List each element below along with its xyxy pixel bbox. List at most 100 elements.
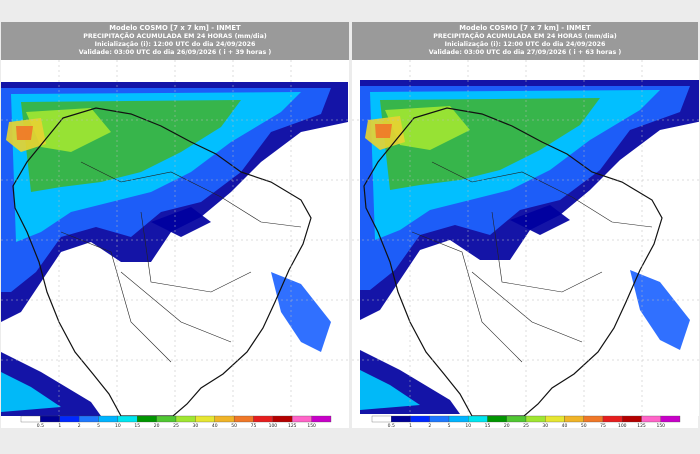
colorbar-swatch: [410, 415, 430, 423]
colorbar-label: 125: [637, 423, 646, 429]
colorbar-label: 2: [78, 423, 81, 429]
colorbar-swatch: [371, 415, 392, 423]
colorbar-swatch: [214, 415, 235, 423]
colorbar-swatch: [78, 415, 99, 423]
colorbar-swatch: [622, 415, 642, 423]
colorbar-label: 25: [523, 423, 529, 429]
colorbar-label: 125: [288, 423, 297, 429]
map-area: [1, 60, 348, 416]
header-band: [352, 22, 698, 60]
colorbar-label: 75: [600, 423, 606, 429]
colorbar-swatch: [253, 415, 274, 423]
colorbar-label: 40: [212, 423, 218, 429]
colorbar-swatch: [98, 415, 119, 423]
colorbar-swatch: [545, 415, 565, 423]
precipitation-area: [271, 272, 331, 352]
colorbar-label: 100: [618, 423, 627, 429]
colorbar-label: 0.5: [37, 423, 44, 429]
map-area: [352, 60, 699, 416]
precipitation-area: [360, 370, 420, 410]
colorbar-swatch: [195, 415, 215, 423]
colorbar-swatch: [506, 415, 527, 423]
colorbar-label: 15: [485, 423, 491, 429]
colorbar-label: 100: [269, 423, 278, 429]
colorbar-label: 50: [581, 423, 587, 429]
colorbar-label: 1: [409, 423, 412, 429]
precipitation-area: [26, 108, 111, 152]
colorbar-swatch: [391, 415, 411, 423]
colorbar-label: 150: [307, 423, 316, 429]
border-line: [120, 171, 302, 228]
colorbar-swatch: [117, 415, 138, 423]
colorbar-swatch: [137, 415, 157, 423]
colorbar-label: 10: [115, 423, 121, 429]
colorbar-label: 20: [154, 423, 160, 429]
colorbar-label: 75: [251, 423, 257, 429]
border-line: [471, 271, 583, 343]
header-text: Modelo COSMO [7 x 7 km] - INMET: [459, 24, 591, 32]
colorbar-swatch: [429, 415, 450, 423]
colorbar-swatch: [292, 415, 312, 423]
header-text: Validade: 03:00 UTC do dia 27/09/2026 ( …: [429, 49, 622, 56]
header-text: Validade: 03:00 UTC do dia 26/09/2026 ( …: [79, 49, 272, 56]
colorbar-swatch: [40, 415, 60, 423]
header-band: [1, 22, 349, 60]
continent-outline: [363, 107, 663, 416]
border-line: [60, 231, 172, 363]
precipitation-area: [375, 124, 392, 138]
colorbar-swatch: [311, 415, 332, 423]
colorbar-label: 15: [134, 423, 140, 429]
precipitation-area: [16, 126, 33, 140]
colorbar-swatch: [233, 415, 254, 423]
colorbar-swatch: [641, 415, 661, 423]
header-text: Inicialização (i): 12:00 UTC do dia 24/0…: [445, 41, 606, 48]
precipitation-area: [630, 270, 690, 350]
colorbar-swatch: [175, 415, 196, 423]
border-line: [431, 161, 473, 183]
continent-outline: [12, 107, 312, 416]
border-line: [80, 161, 122, 183]
header-text: Inicialização (i): 12:00 UTC do dia 24/0…: [95, 41, 256, 48]
colorbar-swatch: [660, 415, 681, 423]
colorbar-swatch: [448, 415, 469, 423]
colorbar-label: 0.5: [388, 423, 395, 429]
colorbar-label: 50: [231, 423, 237, 429]
colorbar-swatch: [525, 415, 546, 423]
colorbar-label: 1: [58, 423, 61, 429]
colorbar-label: 30: [193, 423, 199, 429]
header-text: PRECIPITAÇÃO ACUMULADA EM 24 HORAS (mm/d…: [83, 31, 267, 40]
precipitation-area: [510, 205, 570, 235]
colorbar-label: 40: [562, 423, 568, 429]
colorbar-swatch: [564, 415, 584, 423]
colorbar-label: 5: [97, 423, 100, 429]
header-text: Modelo COSMO [7 x 7 km] - INMET: [109, 24, 241, 32]
colorbar-swatch: [487, 415, 507, 423]
colorbar-label: 2: [428, 423, 431, 429]
border-line: [140, 211, 252, 293]
map-panel: Modelo COSMO [7 x 7 km] - INMETPRECIPITA…: [352, 22, 699, 429]
colorbar-swatch: [602, 415, 623, 423]
border-line: [471, 171, 653, 228]
colorbar-label: 10: [465, 423, 471, 429]
colorbar-swatch: [156, 415, 177, 423]
colorbar-label: 5: [448, 423, 451, 429]
border-line: [411, 231, 523, 363]
border-line: [120, 271, 232, 343]
precipitation-area: [151, 207, 211, 237]
map-panel: Modelo COSMO [7 x 7 km] - INMETPRECIPITA…: [1, 22, 349, 429]
colorbar-swatch: [583, 415, 604, 423]
header-text: PRECIPITAÇÃO ACUMULADA EM 24 HORAS (mm/d…: [433, 31, 617, 40]
border-line: [491, 211, 603, 293]
colorbar-label: 30: [542, 423, 548, 429]
colorbar-swatch: [272, 415, 293, 423]
colorbar-swatch: [20, 415, 41, 423]
colorbar-label: 150: [656, 423, 665, 429]
colorbar-label: 20: [504, 423, 510, 429]
precipitation-area: [1, 372, 61, 412]
colorbar-swatch: [468, 415, 488, 423]
colorbar-swatch: [59, 415, 80, 423]
colorbar-label: 25: [173, 423, 179, 429]
precipitation-area: [385, 106, 470, 150]
